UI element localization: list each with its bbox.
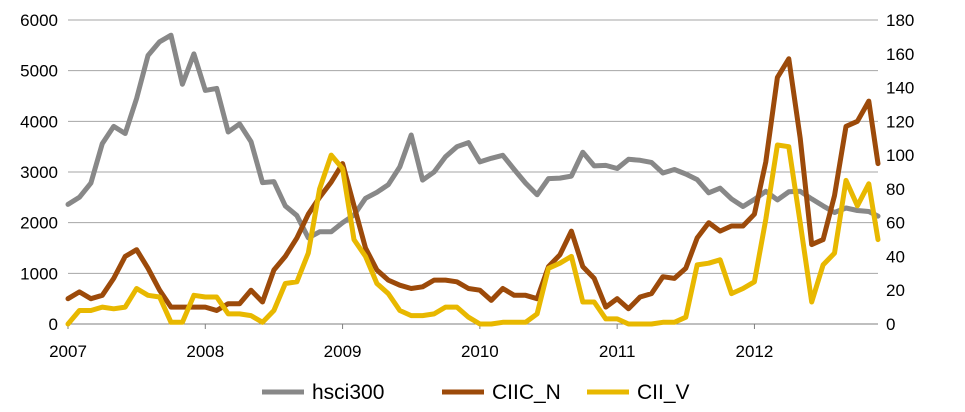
series-line-cii-v bbox=[65, 142, 881, 327]
y-left-tick-label: 2000 bbox=[20, 214, 58, 233]
legend-label: CII_V bbox=[637, 381, 690, 404]
y-right-tick-label: 140 bbox=[886, 79, 914, 98]
x-tick-label: 2008 bbox=[186, 342, 224, 361]
legend-label: hsci300 bbox=[312, 381, 384, 404]
y-left-tick-label: 6000 bbox=[20, 11, 58, 30]
y-right-tick-label: 80 bbox=[886, 180, 905, 199]
y-left-tick-label: 4000 bbox=[20, 112, 58, 131]
series-lines bbox=[65, 32, 881, 327]
y-right-tick-label: 20 bbox=[886, 281, 905, 300]
y-right-tick-label: 100 bbox=[886, 146, 914, 165]
y-left-tick-label: 3000 bbox=[20, 163, 58, 182]
y-right-tick-label: 0 bbox=[886, 315, 895, 334]
x-tick-label: 2012 bbox=[736, 342, 774, 361]
legend: hsci300 CIIC_N CII_V bbox=[262, 381, 690, 404]
y-right-tick-labels: 0 20 40 60 80 100 120 140 160 180 bbox=[886, 11, 914, 334]
x-tick-label: 2011 bbox=[599, 342, 636, 361]
y-right-tick-label: 160 bbox=[886, 45, 914, 64]
y-left-tick-label: 1000 bbox=[20, 264, 58, 283]
y-right-tick-label: 180 bbox=[886, 11, 914, 30]
x-tick-label: 2009 bbox=[324, 342, 362, 361]
series-line-ciic-n bbox=[65, 56, 881, 313]
y-right-tick-label: 40 bbox=[886, 247, 905, 266]
y-left-tick-label: 5000 bbox=[20, 62, 58, 81]
axes bbox=[67, 323, 878, 329]
y-left-tick-labels: 0 1000 2000 3000 4000 5000 6000 bbox=[20, 11, 58, 334]
y-right-tick-label: 60 bbox=[886, 214, 905, 233]
gridlines bbox=[68, 19, 878, 274]
y-right-tick-label: 120 bbox=[886, 112, 914, 131]
x-tick-label: 2010 bbox=[461, 342, 499, 361]
x-tick-label: 2007 bbox=[49, 342, 87, 361]
x-tick-labels: 2007 2008 2009 2010 2011 2012 bbox=[49, 342, 773, 361]
y-left-tick-label: 0 bbox=[49, 315, 58, 334]
legend-label: CIIC_N bbox=[492, 381, 561, 404]
series-line-hsci300 bbox=[65, 32, 881, 241]
